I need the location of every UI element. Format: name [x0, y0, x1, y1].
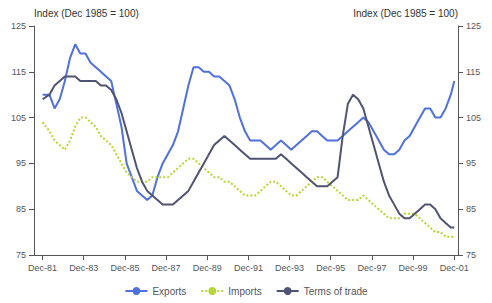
- svg-text:75: 75: [16, 250, 26, 260]
- svg-text:125: 125: [466, 21, 481, 31]
- svg-text:Dec-99: Dec-99: [399, 263, 428, 273]
- svg-text:115: 115: [12, 67, 26, 77]
- svg-text:105: 105: [466, 113, 481, 123]
- svg-text:Dec-95: Dec-95: [316, 263, 345, 273]
- svg-text:Index (Dec 1985 = 100): Index (Dec 1985 = 100): [34, 8, 139, 19]
- svg-text:75: 75: [466, 250, 476, 260]
- svg-text:95: 95: [466, 158, 476, 168]
- svg-text:Dec-01: Dec-01: [440, 263, 469, 273]
- svg-text:125: 125: [11, 21, 26, 31]
- svg-text:95: 95: [16, 158, 26, 168]
- svg-text:Dec-87: Dec-87: [152, 263, 181, 273]
- svg-text:Dec-93: Dec-93: [275, 263, 304, 273]
- svg-text:85: 85: [16, 204, 26, 214]
- svg-text:Terms of trade: Terms of trade: [304, 286, 368, 297]
- svg-text:85: 85: [466, 204, 476, 214]
- svg-text:Dec-97: Dec-97: [357, 263, 386, 273]
- svg-text:115: 115: [466, 67, 480, 77]
- svg-text:Dec-83: Dec-83: [69, 263, 98, 273]
- svg-text:Exports: Exports: [152, 286, 186, 297]
- svg-text:105: 105: [11, 113, 26, 123]
- svg-text:Index (Dec 1985 = 100): Index (Dec 1985 = 100): [353, 8, 458, 19]
- svg-text:Dec-89: Dec-89: [193, 263, 222, 273]
- svg-text:Dec-85: Dec-85: [110, 263, 139, 273]
- svg-text:Imports: Imports: [228, 286, 261, 297]
- svg-text:Dec-81: Dec-81: [28, 263, 57, 273]
- svg-text:Dec-91: Dec-91: [234, 263, 263, 273]
